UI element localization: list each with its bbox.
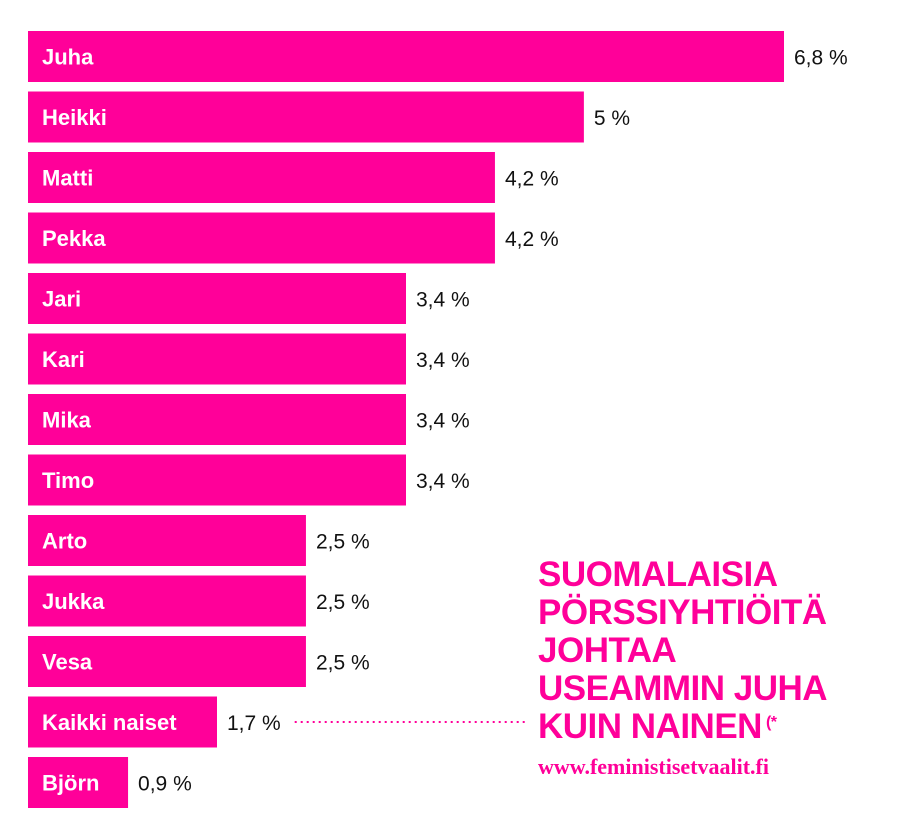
bar-kari <box>28 333 406 385</box>
value-label: 2,5 % <box>316 531 370 554</box>
bar-björn <box>28 757 129 808</box>
headline-line: USEAMMIN JUHA <box>538 669 828 708</box>
value-label: 3,4 % <box>416 289 470 312</box>
category-label: Kaikki naiset <box>42 710 177 735</box>
bar-timo <box>28 454 406 506</box>
value-label: 2,5 % <box>316 652 370 675</box>
headline-line: PÖRSSIYHTIÖITÄ <box>538 593 827 632</box>
value-label: 3,4 % <box>416 349 470 372</box>
bar-juha <box>28 31 784 82</box>
value-label: 2,5 % <box>316 591 370 614</box>
bars-layer: Juha 6,8 % Heikki 5 % Matti 4,2 % Pekka 4,2 % Ja… <box>28 31 848 808</box>
category-label: Jari <box>42 287 81 312</box>
value-label: 4,2 % <box>505 228 559 251</box>
category-label: Kari <box>42 347 85 372</box>
headline-line: SUOMALAISIA <box>538 555 778 594</box>
category-label: Vesa <box>42 650 93 675</box>
bar-arto <box>28 515 306 566</box>
value-label: 3,4 % <box>416 410 470 433</box>
value-label: 4,2 % <box>505 168 559 191</box>
value-label: 5 % <box>594 107 630 130</box>
category-label: Björn <box>42 771 99 796</box>
value-label: 3,4 % <box>416 470 470 493</box>
category-label: Pekka <box>42 226 106 251</box>
value-label: 6,8 % <box>794 47 848 70</box>
category-label: Heikki <box>42 105 107 130</box>
headline: SUOMALAISIA PÖRSSIYHTIÖITÄ JOHTAA USEAMM… <box>538 556 898 746</box>
bar-mika <box>28 394 406 445</box>
value-label: 0,9 % <box>138 773 192 796</box>
category-label: Juha <box>42 45 94 70</box>
bar-heikki <box>28 91 584 143</box>
value-label: 1,7 % <box>227 712 281 735</box>
category-label: Mika <box>42 408 92 433</box>
headline-line: JOHTAA <box>538 631 677 670</box>
bar-matti <box>28 152 495 203</box>
category-label: Timo <box>42 468 94 493</box>
bar-kaikki-naiset <box>28 696 217 748</box>
headline-line-text: KUIN NAINEN <box>538 707 762 746</box>
bar-pekka <box>28 212 495 264</box>
bar-jukka <box>28 575 306 627</box>
category-label: Matti <box>42 166 93 191</box>
footnote-mark: (* <box>765 714 777 731</box>
website-url[interactable]: www.feministisetvaalit.fi <box>538 754 769 779</box>
headline-line-last: KUIN NAINEN (* <box>538 708 898 746</box>
bar-vesa <box>28 636 306 687</box>
bar-jari <box>28 273 406 324</box>
category-label: Arto <box>42 529 87 554</box>
category-label: Jukka <box>42 589 105 614</box>
